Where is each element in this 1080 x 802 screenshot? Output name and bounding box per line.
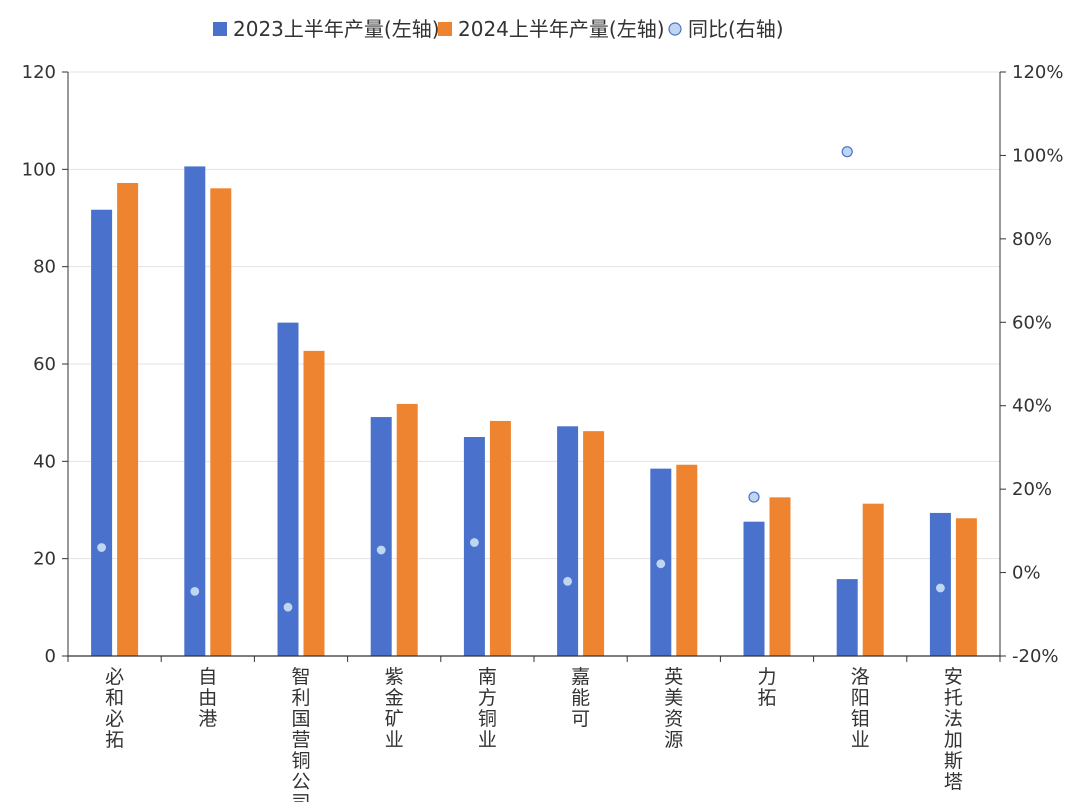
yoy-point <box>655 558 667 570</box>
bar <box>955 518 977 656</box>
bars <box>91 166 977 656</box>
left-tick-label: 40 <box>33 451 56 472</box>
bar <box>676 464 698 656</box>
bar <box>396 403 418 656</box>
bar <box>862 503 884 656</box>
yoy-point <box>561 575 574 587</box>
bar <box>489 420 511 656</box>
left-tick-label: 0 <box>45 646 56 667</box>
category-label: 紫金矿业 <box>385 666 404 751</box>
category-labels: 必和必拓 自由港 智利国营铜公司 紫金矿业 南方铜业 嘉能可 英美资源 力拓 洛阳钼业 安托法加斯… <box>105 666 963 802</box>
legend-marker <box>668 22 682 36</box>
bar <box>277 322 299 656</box>
yoy-point <box>841 146 853 158</box>
right-tick-label: 60% <box>1012 312 1052 333</box>
left-tick-label: 20 <box>33 549 56 570</box>
grid <box>68 71 1000 560</box>
right-tick-label: 0% <box>1012 563 1041 584</box>
category-label: 安托法加斯塔 <box>944 666 963 793</box>
bar <box>303 350 325 656</box>
bar <box>117 182 139 656</box>
left-tick-label: 120 <box>22 62 56 83</box>
bar <box>210 188 232 656</box>
legend-label: 2024上半年产量(左轴) <box>458 17 665 41</box>
yoy-point <box>375 544 387 556</box>
bar <box>836 579 858 656</box>
right-tick-label: 20% <box>1012 479 1052 500</box>
bar <box>91 209 113 656</box>
left-tick-label: 80 <box>33 257 56 278</box>
category-label: 洛阳钼业 <box>851 666 870 751</box>
yoy-point <box>95 541 108 554</box>
yoy-point <box>748 491 760 503</box>
left-tick-label: 100 <box>22 159 56 180</box>
category-label: 智利国营铜公司 <box>291 666 310 802</box>
right-tick-label: -20% <box>1012 646 1059 667</box>
bar <box>370 417 392 656</box>
bar <box>743 521 765 656</box>
bar <box>184 166 206 656</box>
right-tick-label: 120% <box>1012 62 1063 83</box>
legend: 2023上半年产量(左轴) 2024上半年产量(左轴) 同比(右轴) <box>213 17 784 41</box>
category-label: 自由港 <box>198 666 217 730</box>
category-label: 嘉能可 <box>571 666 590 730</box>
legend-label: 同比(右轴) <box>688 17 784 41</box>
bar <box>583 431 605 656</box>
yoy-point <box>189 585 201 597</box>
legend-label: 2023上半年产量(左轴) <box>233 17 440 41</box>
category-label: 力拓 <box>757 666 776 709</box>
yoy-point <box>468 536 480 549</box>
legend-swatch <box>438 22 452 36</box>
yoy-points <box>95 146 947 613</box>
right-tick-label: 40% <box>1012 396 1052 417</box>
left-tick-label: 60 <box>33 354 56 375</box>
axes: 0 20 40 60 80 100 120 -20% 0% 20% 40% 60% 80% 100% 120… <box>22 62 1064 667</box>
bar <box>557 426 579 656</box>
category-label: 南方铜业 <box>478 666 497 751</box>
category-label: 英美资源 <box>664 666 683 751</box>
yoy-point <box>934 582 947 594</box>
bar <box>769 497 791 656</box>
right-tick-label: 100% <box>1012 145 1063 166</box>
right-tick-label: 80% <box>1012 229 1052 250</box>
category-label: 必和必拓 <box>105 666 124 751</box>
yoy-point <box>282 601 294 613</box>
legend-swatch <box>213 22 227 36</box>
